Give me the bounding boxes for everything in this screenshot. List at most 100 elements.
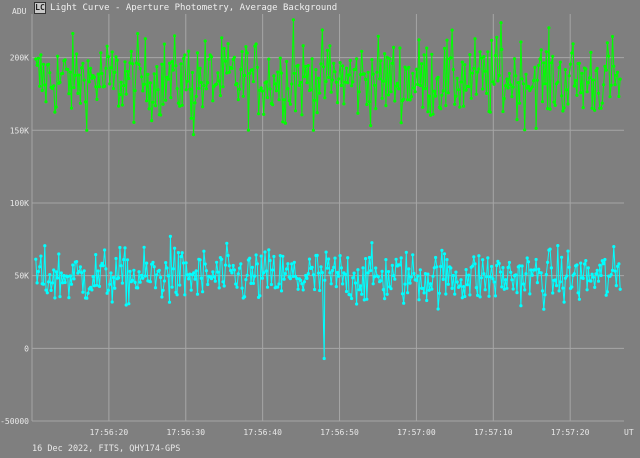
data-point — [510, 278, 514, 282]
data-point — [237, 266, 242, 270]
data-point — [515, 291, 519, 295]
data-point — [167, 61, 172, 65]
data-point — [165, 266, 169, 270]
data-point — [459, 278, 463, 282]
data-point — [90, 76, 94, 80]
data-point — [300, 282, 304, 286]
data-point — [325, 48, 329, 53]
data-point — [602, 83, 606, 87]
data-point — [394, 257, 398, 261]
footer-caption: 16 Dec 2022, FITS, QHY174-GPS — [32, 444, 180, 454]
data-point — [581, 106, 585, 110]
data-point — [408, 281, 412, 285]
data-point — [372, 83, 377, 87]
data-point — [366, 70, 370, 74]
data-point — [128, 61, 132, 65]
data-point — [357, 288, 361, 292]
data-point — [260, 276, 264, 280]
data-point — [188, 272, 192, 276]
data-point — [617, 94, 621, 99]
series-line — [35, 19, 621, 135]
data-point — [334, 285, 338, 289]
data-point — [155, 65, 159, 69]
data-point — [325, 266, 329, 270]
data-point — [445, 38, 449, 42]
data-point — [332, 61, 336, 65]
data-point — [483, 288, 487, 292]
data-point — [169, 96, 173, 100]
data-point — [570, 51, 574, 55]
data-point — [245, 51, 249, 55]
data-point — [297, 83, 301, 87]
data-point — [85, 296, 89, 300]
data-point — [406, 291, 410, 295]
data-point — [202, 249, 206, 253]
data-point — [533, 268, 537, 272]
data-point — [418, 268, 422, 272]
data-point — [249, 281, 253, 285]
data-point — [523, 288, 527, 292]
data-point — [351, 80, 355, 84]
data-point — [161, 288, 165, 292]
data-point — [586, 266, 590, 270]
data-point — [305, 81, 309, 85]
data-point — [132, 120, 136, 124]
data-point — [137, 270, 141, 274]
data-point — [132, 268, 136, 272]
data-point — [557, 289, 561, 293]
data-point — [103, 248, 107, 252]
data-point — [147, 107, 151, 111]
data-point — [119, 264, 123, 268]
data-point — [170, 285, 174, 289]
data-point — [299, 80, 303, 84]
data-point — [463, 63, 467, 67]
data-point — [173, 34, 177, 38]
data-point — [281, 254, 285, 258]
data-point — [579, 261, 583, 265]
data-point — [255, 262, 259, 266]
data-point — [251, 281, 256, 285]
data-point — [139, 75, 144, 79]
data-point — [67, 296, 71, 300]
data-point — [332, 265, 336, 269]
data-point — [455, 76, 459, 80]
data-point — [184, 261, 188, 265]
data-point — [152, 265, 156, 269]
data-point — [226, 253, 230, 258]
data-point — [179, 255, 183, 259]
data-point — [346, 81, 350, 85]
data-point — [110, 300, 114, 304]
data-point — [469, 96, 473, 100]
data-point — [523, 128, 527, 132]
data-point — [199, 276, 203, 280]
data-point — [211, 270, 215, 274]
data-point — [384, 258, 388, 262]
data-point — [543, 82, 547, 86]
data-point — [54, 105, 58, 109]
series-0 — [34, 18, 622, 137]
data-point — [467, 85, 471, 89]
data-point — [479, 56, 483, 60]
data-point — [282, 277, 286, 281]
app-light-curve-icon[interactable]: LC — [34, 2, 46, 14]
data-point — [91, 275, 95, 279]
data-point — [610, 268, 615, 272]
data-point — [565, 88, 569, 92]
data-point — [136, 31, 140, 36]
data-point — [380, 96, 384, 100]
data-point — [544, 50, 548, 54]
data-point — [604, 68, 608, 72]
data-point — [258, 88, 262, 92]
data-point — [548, 247, 552, 251]
data-point — [285, 267, 289, 271]
data-point — [108, 82, 112, 86]
data-point — [341, 64, 345, 68]
data-point — [152, 72, 156, 76]
data-point — [425, 298, 429, 303]
data-point — [89, 66, 93, 70]
data-point — [241, 94, 245, 98]
data-point — [82, 78, 86, 82]
data-point — [151, 260, 155, 264]
data-point — [111, 275, 116, 280]
data-point — [355, 57, 359, 61]
